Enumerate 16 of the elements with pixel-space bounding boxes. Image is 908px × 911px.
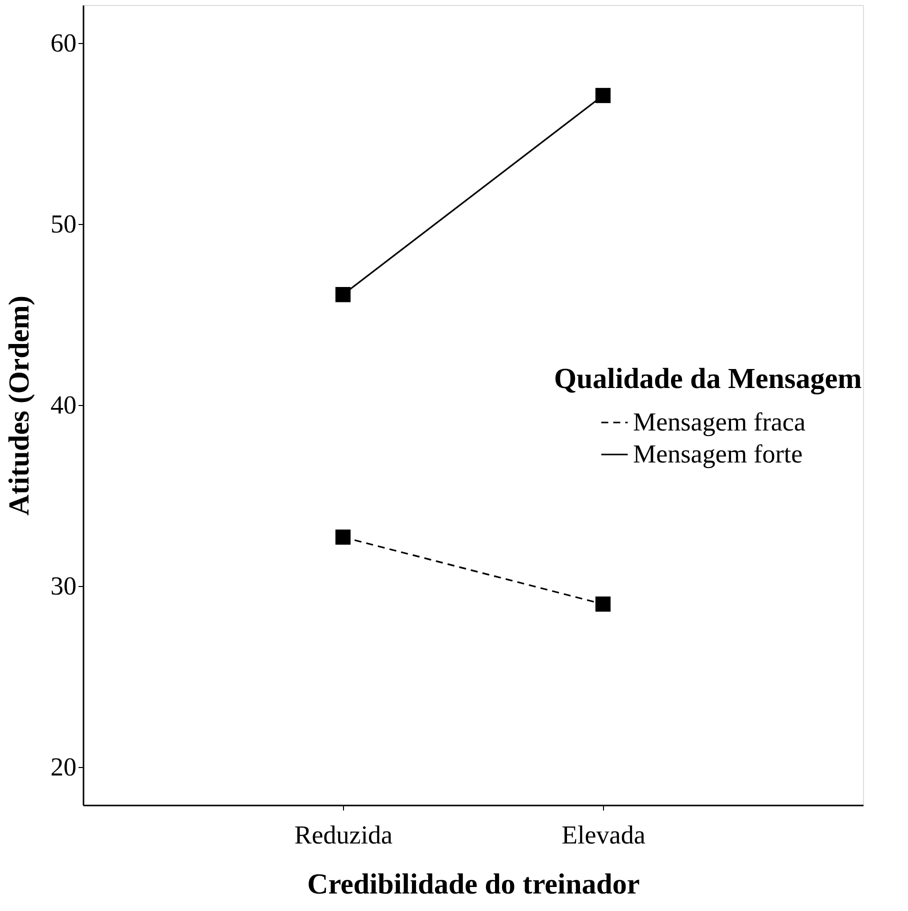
y-tick-label: 50 [50, 210, 76, 239]
y-tick-label: 60 [50, 28, 76, 58]
point [335, 287, 351, 302]
legend-label: Mensagem fraca [633, 408, 806, 436]
point [595, 88, 611, 104]
y-tick-label: 30 [50, 571, 76, 600]
point [335, 530, 351, 545]
legend-label: Mensagem forte [633, 440, 803, 468]
point [595, 596, 611, 612]
x-tick-label: Reduzida [294, 820, 394, 850]
x-axis-title: Credibilidade do treinador [307, 868, 640, 900]
y-tick-label: 20 [50, 752, 76, 782]
x-tick-label: Elevada [562, 820, 646, 850]
legend-title: Qualidade da Mensagem [554, 363, 862, 395]
y-tick-label: 40 [50, 390, 76, 420]
y-axis-title: Atitudes (Ordem) [4, 296, 36, 516]
